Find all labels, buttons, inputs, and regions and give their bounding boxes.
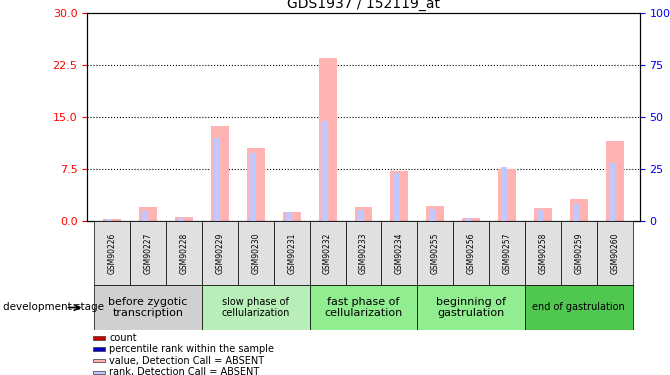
Bar [92,336,105,340]
Bar [498,169,516,221]
Bar [573,204,579,221]
Bar [250,153,256,221]
Bar [178,218,184,221]
Bar [354,207,373,221]
Bar [534,208,552,221]
Bar [525,285,632,330]
Text: GSM90226: GSM90226 [108,232,117,274]
Bar [429,209,436,221]
Title: GDS1937 / 152119_at: GDS1937 / 152119_at [287,0,440,11]
Bar [426,206,444,221]
Bar [107,219,113,221]
Bar [214,138,220,221]
Text: count: count [109,333,137,343]
Bar [238,221,274,285]
Bar [501,167,507,221]
Bar [322,122,328,221]
Text: end of gastrulation: end of gastrulation [533,303,625,312]
Bar [319,58,336,221]
Bar [139,207,157,221]
Text: GSM90232: GSM90232 [323,232,332,274]
Bar [453,221,489,285]
Bar [462,218,480,221]
Text: GSM90255: GSM90255 [431,232,440,274]
Text: GSM90231: GSM90231 [287,232,296,274]
Bar [247,148,265,221]
Bar [561,221,597,285]
Bar [142,211,148,221]
Text: GSM90258: GSM90258 [539,232,547,274]
Bar [570,199,588,221]
Text: GSM90230: GSM90230 [251,232,261,274]
Bar [391,171,408,221]
Text: GSM90260: GSM90260 [610,232,619,274]
Bar [202,221,238,285]
Bar [92,359,105,362]
Bar [285,212,292,221]
Text: GSM90256: GSM90256 [466,232,476,274]
Text: GSM90228: GSM90228 [180,232,188,274]
Bar [175,217,193,221]
Bar [358,210,364,221]
Bar [525,221,561,285]
Text: GSM90257: GSM90257 [502,232,512,274]
Bar [274,221,310,285]
Bar [283,211,301,221]
Text: percentile rank within the sample: percentile rank within the sample [109,344,274,354]
Text: GSM90233: GSM90233 [359,232,368,274]
Bar [489,221,525,285]
Bar [94,285,202,330]
Text: value, Detection Call = ABSENT: value, Detection Call = ABSENT [109,356,265,366]
Bar [393,173,399,221]
Bar [346,221,381,285]
Bar [417,221,453,285]
Bar [202,285,310,330]
Text: GSM90227: GSM90227 [143,232,153,274]
Bar [465,218,472,221]
Text: fast phase of
cellularization: fast phase of cellularization [324,297,403,318]
Bar [609,163,615,221]
Bar [94,221,130,285]
Text: beginning of
gastrulation: beginning of gastrulation [436,297,506,318]
Bar [381,221,417,285]
Bar [103,219,121,221]
Text: GSM90234: GSM90234 [395,232,404,274]
Bar [211,126,229,221]
Bar [92,347,105,351]
Bar [417,285,525,330]
Text: development stage: development stage [3,303,105,312]
Bar [166,221,202,285]
Bar [537,210,543,221]
Text: rank, Detection Call = ABSENT: rank, Detection Call = ABSENT [109,367,259,375]
Bar [310,221,346,285]
Bar [130,221,166,285]
Bar [597,221,632,285]
Text: GSM90229: GSM90229 [215,232,224,274]
Bar [606,141,624,221]
Text: GSM90259: GSM90259 [574,232,584,274]
Text: slow phase of
cellularization: slow phase of cellularization [222,297,290,318]
Bar [92,370,105,374]
Text: before zygotic
transcription: before zygotic transcription [109,297,188,318]
Bar [310,285,417,330]
